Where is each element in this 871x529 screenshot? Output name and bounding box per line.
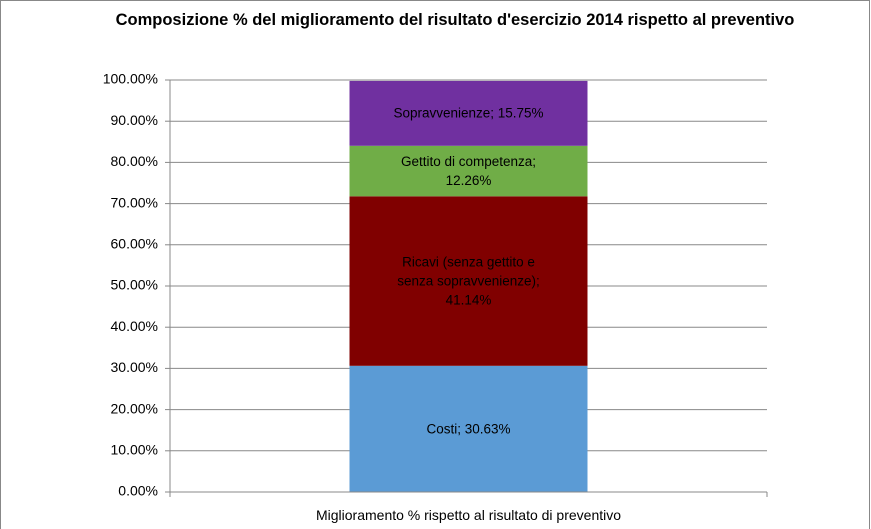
- bar-segment: [349, 80, 588, 146]
- bar-segment: [349, 365, 588, 492]
- y-tick-label: 90.00%: [111, 112, 158, 128]
- y-tick-label: 10.00%: [111, 442, 158, 458]
- y-tick-label: 20.00%: [111, 400, 158, 416]
- y-tick-label: 0.00%: [118, 483, 158, 499]
- y-tick-label: 60.00%: [111, 236, 158, 252]
- y-tick-label: 80.00%: [111, 153, 158, 169]
- y-tick-label: 30.00%: [111, 359, 158, 375]
- data-label: Costi; 30.63%: [426, 421, 511, 437]
- y-tick-label: 100.00%: [103, 71, 158, 87]
- chart-title: Composizione % del miglioramento del ris…: [115, 11, 795, 29]
- y-tick-label: 70.00%: [111, 194, 158, 210]
- data-label: Sopravvenienze; 15.75%: [393, 105, 544, 121]
- data-label: Ricavi (senza gettito e senza sopravveni…: [397, 254, 540, 308]
- data-label: Gettito di competenza; 12.26%: [400, 154, 537, 189]
- y-tick-label: 50.00%: [111, 277, 158, 293]
- bar-segment: [349, 196, 588, 366]
- x-tick-label: Miglioramento % rispetto al risultato di…: [315, 507, 622, 523]
- bar-segment: [349, 145, 588, 197]
- y-tick-label: 40.00%: [111, 318, 158, 334]
